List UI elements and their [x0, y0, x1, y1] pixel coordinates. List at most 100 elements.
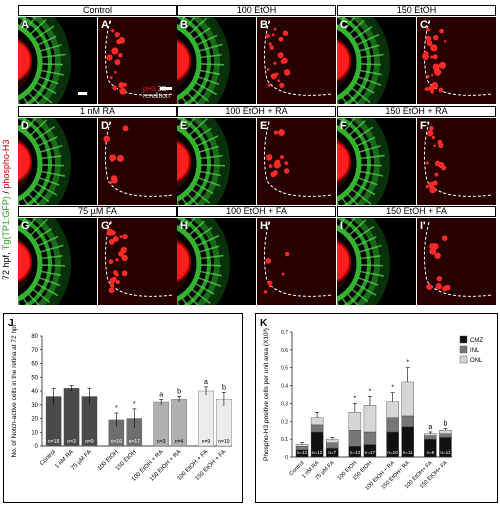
panel-letter: H' — [260, 220, 271, 232]
n-label: n=10 — [387, 450, 398, 455]
stacked-bar-segment — [363, 431, 377, 445]
sig-marker: b — [443, 420, 447, 427]
y-tick-label: 60 — [31, 362, 38, 368]
sig-marker: b — [177, 389, 181, 396]
stacked-bar-segment — [424, 435, 437, 440]
micrograph-merged: I — [337, 218, 416, 305]
panel-letter: F — [340, 120, 347, 132]
y-tick-label: 50 — [31, 375, 38, 381]
micrograph-ph3: D' — [98, 118, 177, 205]
y-tick-label: 40 — [31, 389, 38, 395]
chart-j: J No. of Notch-active cells in the retina… — [3, 313, 243, 503]
panel-header: 100 EtOH — [177, 5, 336, 16]
n-label: n=17 — [129, 439, 140, 445]
stacked-bar-segment — [401, 415, 414, 427]
panel-letter: D' — [101, 120, 112, 132]
legend-swatch — [459, 345, 468, 354]
y-tick-label: 30 — [31, 403, 38, 409]
micrograph-ph3: H' — [257, 218, 336, 305]
n-label: n=11 — [403, 450, 413, 455]
chart-k-ylabel: Phospho-H3 positive cells per unit area … — [263, 328, 270, 461]
panel-letter: A — [21, 19, 29, 31]
y-tick-label: 0.6 — [281, 348, 288, 354]
panel-header: 75 µM FA — [18, 206, 177, 217]
n-label: n=9 — [202, 439, 211, 445]
scale-bar — [78, 92, 87, 95]
side-label-prefix: 72 hpf, — [1, 250, 11, 280]
stacked-bar-segment — [386, 417, 399, 433]
stacked-bar-segment — [295, 444, 309, 447]
n-label: n=10 — [218, 439, 229, 445]
micrograph-ph3: I' — [417, 218, 496, 305]
micrograph-ph3: C' — [417, 17, 496, 104]
n-label: n=7 — [328, 450, 336, 455]
panel-letter: B — [180, 19, 188, 31]
micrograph-merged: D — [18, 118, 97, 205]
micrograph-ph3: B' — [257, 17, 336, 104]
legend-label: CMZ — [470, 338, 483, 344]
micrograph-merged: C — [337, 17, 416, 104]
panel-letter: B' — [260, 19, 271, 31]
n-label: n=11 — [440, 450, 450, 455]
side-label-sep: / — [1, 189, 11, 197]
panel-letter: E' — [260, 120, 270, 132]
n-label: n=3 — [157, 439, 166, 445]
micrograph-merged: H — [177, 218, 256, 305]
stacked-bar-segment — [424, 433, 437, 436]
n-label: n=18 — [48, 439, 59, 445]
n-label: n=3 — [67, 439, 76, 445]
stacked-bar-segment — [310, 417, 324, 426]
panel-header: 150 EtOH — [337, 5, 496, 16]
panel-letter: E — [180, 120, 188, 132]
stacked-bar-segment — [439, 433, 452, 438]
panel-letter: G — [21, 220, 30, 232]
micrograph-merged: B — [177, 17, 256, 104]
sig-marker: * — [133, 401, 136, 408]
micrograph-ph3: G' — [98, 218, 177, 305]
y-tick-label: 80 — [31, 334, 38, 340]
chart-j-svg: JNo. of Notch-active cells in the retina… — [8, 318, 232, 483]
n-label: n=9 — [85, 439, 94, 445]
y-tick-label: 20 — [31, 417, 38, 423]
panel-header: 100 EtOH + RA — [177, 106, 336, 117]
panel-letter: C' — [420, 19, 431, 31]
chart-k-panel-letter: K — [260, 318, 268, 329]
bar — [63, 388, 80, 447]
legend-swatch — [459, 335, 468, 344]
micrograph-ph3: A'pH3 3D rendition — [98, 17, 177, 104]
micrograph-merged: F — [337, 118, 416, 205]
panel-header: Control — [18, 5, 177, 16]
panel-header: 100 EtOH + FA — [177, 206, 336, 217]
stacked-bar-segment — [401, 381, 414, 417]
sig-marker: * — [391, 385, 394, 392]
legend-swatch — [459, 355, 468, 364]
sig-marker: * — [354, 395, 357, 402]
panel-letter: G' — [101, 220, 113, 232]
svg-text:72 hpf, Tg(TP1:GFP) / phospho-: 72 hpf, Tg(TP1:GFP) / phospho-H3 — [1, 140, 11, 280]
n-label: n=12 — [297, 450, 308, 455]
panel-letter: D — [21, 120, 29, 132]
y-tick-label: 0.2 — [281, 419, 288, 425]
sig-marker: a — [428, 424, 432, 431]
y-tick-label: 0.3 — [281, 401, 288, 407]
n-label: n=4 — [175, 439, 184, 445]
legend-label: INL — [470, 348, 480, 354]
y-tick-label: 0.1 — [281, 437, 288, 443]
stacked-bar-segment — [439, 430, 452, 434]
micrograph-merged: E — [177, 118, 256, 205]
chart-j-panel-letter: J — [8, 318, 14, 329]
sig-marker: * — [406, 360, 409, 367]
sig-marker: a — [204, 379, 208, 386]
n-label: n=16 — [111, 439, 122, 445]
y-tick-label: 0 — [285, 455, 288, 461]
n-label: n=17 — [365, 450, 376, 455]
panel-letter: A' — [101, 19, 112, 31]
y-tick-label: 10 — [31, 430, 38, 436]
stacked-bar-segment — [310, 424, 324, 433]
n-label: n=12 — [312, 450, 323, 455]
micrograph-merged: A — [18, 17, 97, 104]
y-tick-label: 0.4 — [281, 384, 288, 390]
micrograph-ph3: F' — [417, 118, 496, 205]
panel-letter: C — [340, 19, 348, 31]
legend-label: ONL — [470, 358, 483, 364]
